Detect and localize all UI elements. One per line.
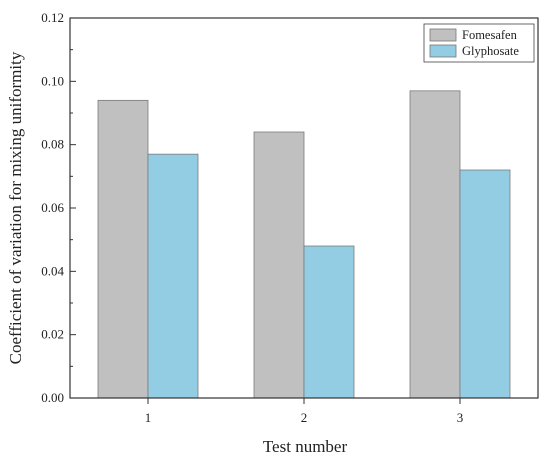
- bar-fomesafen-test-3: [409, 90, 461, 399]
- legend-swatch-glyphosate: [429, 44, 457, 58]
- y-axis-title: Coefficient of variation for mixing unif…: [6, 51, 25, 364]
- y-tick-label-0.06: 0.06: [41, 200, 64, 215]
- bars-layer: [97, 90, 511, 399]
- axes-layer: 0.00 0.02 0.04 0.06 0.08 0.10 0.12 1 2 3: [41, 10, 539, 425]
- legend-label-glyphosate: Glyphosate: [462, 44, 519, 58]
- y-tick-label-0.04: 0.04: [41, 263, 64, 278]
- x-axis-title: Test number: [263, 437, 348, 456]
- bar-glyphosate-test-3: [459, 169, 511, 399]
- x-tick-label-2: 2: [301, 410, 308, 425]
- y-tick-label-0.08: 0.08: [41, 137, 64, 152]
- y-tick-label-0.00: 0.00: [41, 390, 64, 405]
- y-tick-label-0.02: 0.02: [41, 327, 64, 342]
- x-tick-label-1: 1: [145, 410, 152, 425]
- legend-label-fomesafen: Fomesafen: [462, 28, 518, 42]
- y-tick-label-0.10: 0.10: [41, 73, 64, 88]
- bar-fomesafen-test-1: [97, 99, 149, 399]
- bar-glyphosate-test-1: [147, 153, 199, 399]
- y-tick-label-0.12: 0.12: [41, 10, 64, 25]
- bar-fomesafen-test-2: [253, 131, 305, 399]
- legend-swatch-fomesafen: [429, 28, 457, 42]
- legend: Fomesafen Glyphosate: [423, 23, 535, 63]
- bar-glyphosate-test-2: [303, 245, 355, 399]
- x-tick-label-3: 3: [457, 410, 464, 425]
